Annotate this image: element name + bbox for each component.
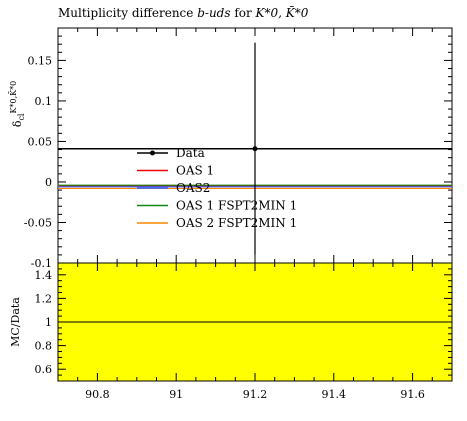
chart-title: Multiplicity difference b-uds for K*0, K… <box>58 5 309 20</box>
main-y-axis-label: δclK*0,K̄*0 <box>9 81 26 127</box>
main-y-tick-label: 0.1 <box>35 95 53 108</box>
main-y-tick-label: 0 <box>45 176 52 189</box>
ratio-y-tick-label: 0.8 <box>35 340 53 353</box>
legend: Data OAS 1 OAS2 OAS 1 FSPT2MIN 1 OAS 2 FSPT2… <box>137 146 297 230</box>
x-tick-label: 90.8 <box>85 388 110 401</box>
legend-label: OAS 1 FSPT2MIN 1 <box>176 199 297 213</box>
ratio-y-axis-label: MC/Data <box>9 297 22 347</box>
ratio-y-axis: 0.6 0.8 1 1.2 1.4 <box>35 262 452 382</box>
x-tick-label: 91.2 <box>243 388 268 401</box>
legend-label: Data <box>176 146 205 160</box>
ratio-y-tick-label: 1.2 <box>35 292 53 305</box>
legend-label: OAS2 <box>176 181 210 195</box>
data-series-group <box>58 42 452 255</box>
legend-label: OAS 2 FSPT2MIN 1 <box>176 216 297 230</box>
main-y-tick-label: -0.05 <box>24 216 52 229</box>
main-y-tick-label: 0.15 <box>28 54 53 67</box>
data-point <box>252 146 258 152</box>
ratio-y-tick-label: 1.4 <box>35 269 53 282</box>
main-panel: -0.1 -0.05 0 0.05 0.1 0.15 Data OAS 1 OAS2 OAS 1… <box>9 27 453 270</box>
main-y-tick-label: 0.05 <box>28 135 53 148</box>
legend-marker <box>150 150 155 156</box>
x-tick-label: 91.6 <box>400 388 425 401</box>
ratio-y-tick-label: 1 <box>45 316 52 329</box>
legend-label: OAS 1 <box>176 164 214 178</box>
ratio-y-tick-label: 0.6 <box>35 363 53 376</box>
x-axis: 90.8 91 91.2 91.4 91.6 <box>57 28 453 401</box>
x-tick-label: 91 <box>169 388 183 401</box>
ratio-panel: 0.6 0.8 1 1.2 1.4 90.8 91 91.2 91.4 91.6 MC/Data <box>9 28 453 401</box>
main-y-tick-label: -0.1 <box>31 257 52 270</box>
x-tick-label: 91.4 <box>322 388 347 401</box>
main-y-axis: -0.1 -0.05 0 0.05 0.1 0.15 <box>24 27 452 270</box>
